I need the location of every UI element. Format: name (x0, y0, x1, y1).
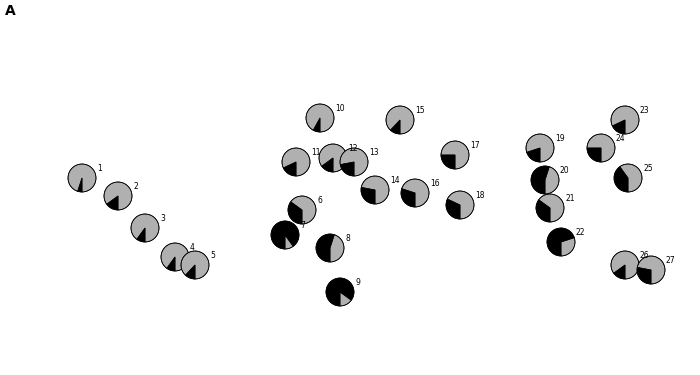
Text: 17: 17 (470, 141, 480, 150)
Wedge shape (531, 166, 550, 194)
Wedge shape (391, 120, 400, 134)
Text: 16: 16 (430, 179, 440, 188)
Text: 19: 19 (555, 134, 565, 143)
Wedge shape (68, 164, 96, 192)
Wedge shape (361, 188, 375, 204)
Text: 27: 27 (666, 256, 675, 265)
Wedge shape (446, 199, 460, 219)
Wedge shape (316, 234, 335, 262)
Text: 7: 7 (300, 221, 305, 230)
Wedge shape (637, 256, 665, 284)
Wedge shape (306, 104, 334, 132)
Text: 20: 20 (560, 166, 570, 175)
Wedge shape (611, 106, 639, 134)
Text: 15: 15 (415, 106, 425, 115)
Wedge shape (131, 214, 159, 242)
Wedge shape (330, 235, 344, 262)
Wedge shape (386, 106, 414, 134)
Wedge shape (402, 179, 429, 207)
Wedge shape (326, 278, 354, 306)
Text: 24: 24 (616, 134, 626, 143)
Text: 26: 26 (640, 251, 650, 260)
Text: 10: 10 (335, 104, 344, 113)
Wedge shape (186, 265, 195, 279)
Wedge shape (271, 221, 299, 249)
Wedge shape (284, 162, 296, 176)
Wedge shape (536, 200, 550, 222)
Wedge shape (322, 158, 333, 172)
Text: 12: 12 (348, 144, 358, 153)
Wedge shape (288, 202, 302, 224)
Wedge shape (612, 120, 625, 134)
Wedge shape (587, 134, 615, 162)
Text: 6: 6 (317, 196, 322, 205)
Wedge shape (441, 141, 469, 169)
Wedge shape (539, 194, 564, 222)
Wedge shape (547, 228, 574, 256)
Wedge shape (637, 267, 651, 284)
Wedge shape (104, 182, 132, 210)
Wedge shape (620, 164, 642, 192)
Wedge shape (314, 118, 320, 132)
Text: A: A (5, 4, 15, 18)
Wedge shape (614, 265, 625, 279)
Text: 3: 3 (160, 214, 165, 223)
Text: 9: 9 (355, 278, 360, 287)
Text: 4: 4 (190, 243, 195, 252)
Wedge shape (290, 196, 316, 224)
Wedge shape (526, 148, 540, 162)
Wedge shape (614, 166, 628, 192)
Wedge shape (561, 238, 575, 256)
Wedge shape (161, 243, 189, 271)
Wedge shape (340, 148, 368, 176)
Wedge shape (526, 134, 554, 162)
Text: 5: 5 (210, 251, 215, 260)
Text: 22: 22 (576, 228, 585, 237)
Wedge shape (611, 251, 639, 279)
Wedge shape (441, 155, 455, 169)
Text: 1: 1 (97, 164, 102, 173)
Wedge shape (106, 196, 118, 210)
Wedge shape (167, 257, 175, 271)
Wedge shape (78, 178, 82, 192)
Wedge shape (319, 144, 347, 172)
Wedge shape (181, 251, 209, 279)
Wedge shape (361, 176, 389, 204)
Wedge shape (340, 162, 354, 176)
Text: 25: 25 (643, 164, 652, 173)
Text: 2: 2 (133, 182, 138, 191)
Wedge shape (447, 191, 474, 219)
Wedge shape (282, 148, 310, 176)
Wedge shape (285, 235, 293, 249)
Text: 11: 11 (311, 148, 321, 157)
Wedge shape (340, 292, 351, 306)
Wedge shape (545, 166, 559, 194)
Wedge shape (136, 228, 145, 242)
Text: 8: 8 (345, 234, 350, 243)
Wedge shape (401, 189, 415, 207)
Text: 23: 23 (640, 106, 650, 115)
Text: 21: 21 (565, 194, 575, 203)
Text: 14: 14 (390, 176, 400, 185)
Wedge shape (587, 148, 601, 162)
Text: 13: 13 (369, 148, 379, 157)
Text: 18: 18 (475, 191, 484, 200)
